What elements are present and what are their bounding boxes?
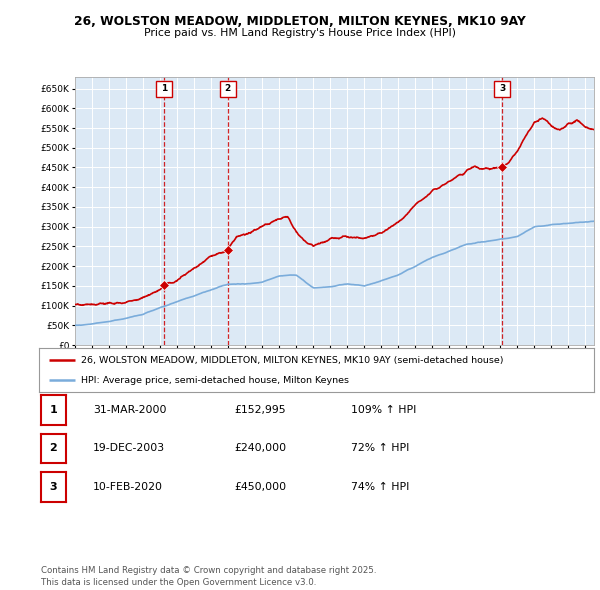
Text: 3: 3 bbox=[499, 84, 505, 93]
Text: 109% ↑ HPI: 109% ↑ HPI bbox=[351, 405, 416, 415]
Text: 31-MAR-2000: 31-MAR-2000 bbox=[93, 405, 167, 415]
Text: 19-DEC-2003: 19-DEC-2003 bbox=[93, 444, 165, 453]
Text: 3: 3 bbox=[50, 482, 57, 491]
Text: 26, WOLSTON MEADOW, MIDDLETON, MILTON KEYNES, MK10 9AY (semi-detached house): 26, WOLSTON MEADOW, MIDDLETON, MILTON KE… bbox=[80, 356, 503, 365]
Text: Contains HM Land Registry data © Crown copyright and database right 2025.
This d: Contains HM Land Registry data © Crown c… bbox=[41, 566, 376, 587]
Text: £450,000: £450,000 bbox=[234, 482, 286, 491]
Text: 1: 1 bbox=[161, 84, 167, 93]
Text: 10-FEB-2020: 10-FEB-2020 bbox=[93, 482, 163, 491]
Text: 2: 2 bbox=[50, 444, 57, 453]
Text: 74% ↑ HPI: 74% ↑ HPI bbox=[351, 482, 409, 491]
Text: 72% ↑ HPI: 72% ↑ HPI bbox=[351, 444, 409, 453]
Text: Price paid vs. HM Land Registry's House Price Index (HPI): Price paid vs. HM Land Registry's House … bbox=[144, 28, 456, 38]
Text: £152,995: £152,995 bbox=[234, 405, 286, 415]
Text: 2: 2 bbox=[224, 84, 231, 93]
Text: £240,000: £240,000 bbox=[234, 444, 286, 453]
Text: 26, WOLSTON MEADOW, MIDDLETON, MILTON KEYNES, MK10 9AY: 26, WOLSTON MEADOW, MIDDLETON, MILTON KE… bbox=[74, 15, 526, 28]
Text: 1: 1 bbox=[50, 405, 57, 415]
Text: HPI: Average price, semi-detached house, Milton Keynes: HPI: Average price, semi-detached house,… bbox=[80, 376, 349, 385]
